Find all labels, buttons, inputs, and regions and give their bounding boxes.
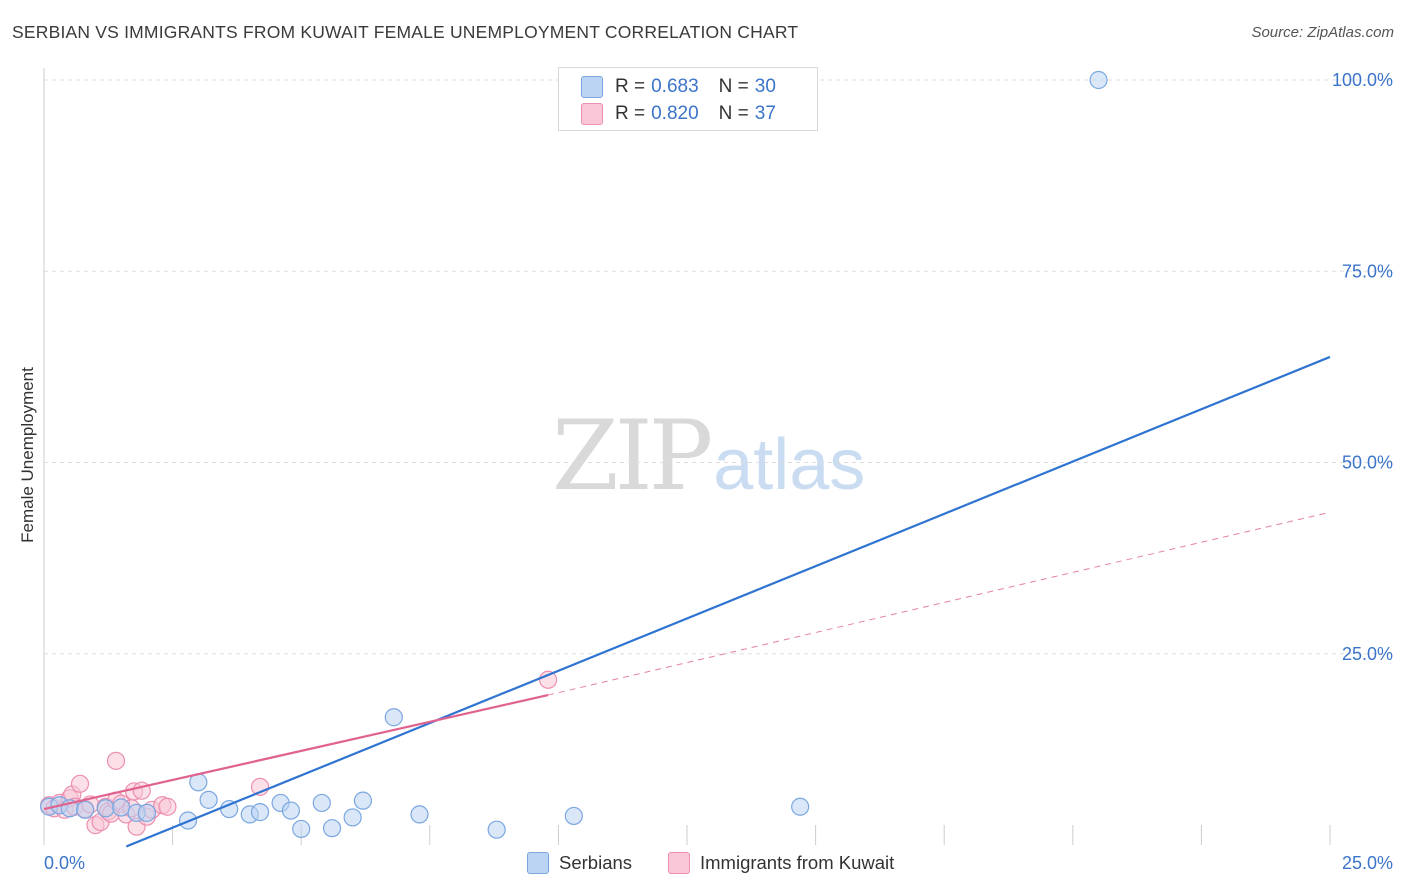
serbian-point — [343, 808, 362, 827]
kuwait-swatch — [581, 103, 603, 125]
y-tick-label: 75.0% — [1342, 261, 1393, 281]
serbians-swatch — [527, 852, 549, 874]
kuwait-point — [106, 751, 126, 770]
correlation-legend: R = 0.683 N = 30 R = 0.820 N = 37 — [558, 67, 818, 131]
y-tick-label: 100.0% — [1332, 70, 1393, 90]
legend-n-label: N = — [718, 103, 749, 124]
legend-label-kuwait: Immigrants from Kuwait — [700, 852, 895, 873]
legend-n-value: 37 — [754, 103, 776, 124]
serbian-point — [137, 803, 156, 822]
x-tick-label: 0.0% — [44, 853, 85, 873]
serbian-point — [281, 801, 301, 820]
serbian-point — [487, 820, 506, 839]
serbian-point — [791, 797, 810, 816]
grid-lines — [44, 79, 1395, 655]
zipatlas-watermark: ZIPatlas — [552, 400, 865, 512]
legend-r-value: 0.683 — [651, 76, 699, 97]
serbian-point — [292, 819, 311, 839]
series-legend: Serbians Immigrants from Kuwait — [0, 852, 1406, 878]
serbian-point — [384, 708, 403, 727]
kuwait-point — [70, 774, 90, 793]
legend-n-value: 30 — [754, 76, 776, 97]
y-axis-label: Female Unemployment — [18, 367, 37, 543]
legend-item-serbians[interactable]: Serbians — [527, 852, 632, 874]
trendlines — [43, 355, 1331, 848]
y-tick-label: 50.0% — [1342, 453, 1393, 473]
legend-r-label: R = — [615, 76, 646, 97]
serbian-point — [564, 806, 583, 826]
serbian-point — [353, 791, 373, 810]
serbian-point — [250, 803, 270, 822]
serbian-point — [1089, 70, 1108, 90]
legend-r-value: 0.820 — [651, 103, 699, 124]
legend-label-serbians: Serbians — [559, 852, 633, 873]
serbian-points — [40, 70, 1108, 839]
tick-labels: 25.0% 50.0% 75.0% 100.0% 0.0% 25.0% Female Une… — [18, 70, 1393, 873]
kuwait-trendline-extension — [547, 511, 1331, 696]
legend-item-kuwait[interactable]: Immigrants from Kuwait — [668, 852, 894, 874]
axes — [43, 68, 1331, 845]
serbian-point — [96, 799, 115, 818]
serbian-point — [76, 800, 95, 819]
watermark-atlas: atlas — [713, 425, 866, 505]
legend-r-label: R = — [615, 103, 646, 124]
chart-title: SERBIAN VS IMMIGRANTS FROM KUWAIT FEMALE… — [12, 22, 799, 42]
legend-row-kuwait: R = 0.820 N = 37 — [581, 102, 776, 126]
source-credit: Source: ZipAtlas.com — [1251, 24, 1394, 41]
serbians-swatch — [581, 76, 603, 98]
serbian-point — [112, 798, 131, 817]
kuwait-trendline — [43, 693, 549, 811]
y-tick-label: 25.0% — [1342, 644, 1393, 664]
serbian-point — [410, 805, 429, 824]
watermark-zip: ZIP — [552, 400, 713, 512]
kuwait-point — [158, 797, 177, 816]
serbian-trendline — [125, 355, 1331, 848]
x-tick-label: 25.0% — [1342, 853, 1393, 873]
legend-row-serbians: R = 0.683 N = 30 — [581, 75, 776, 99]
serbian-point — [322, 819, 342, 838]
kuwait-swatch — [668, 852, 690, 874]
serbian-point — [312, 793, 331, 813]
serbian-point — [199, 790, 218, 809]
legend-n-label: N = — [718, 76, 749, 97]
